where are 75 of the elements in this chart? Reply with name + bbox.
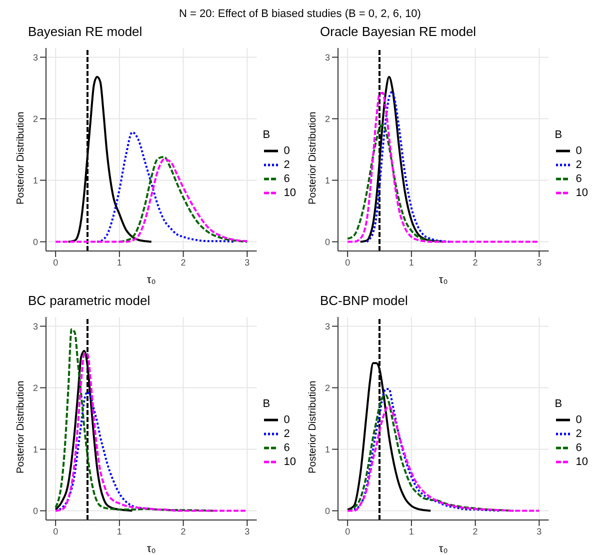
chart-title: BC parametric model: [27, 293, 152, 310]
legend-label: 2: [576, 158, 582, 170]
x-tick-label: 3: [536, 526, 542, 536]
legend-label: 2: [284, 158, 290, 170]
line-series: [54, 158, 248, 243]
y-tick-label: 1: [324, 175, 330, 186]
y-tick-label: 2: [324, 382, 330, 393]
x-tick-label: 2: [472, 526, 478, 536]
y-tick-label: 3: [32, 52, 38, 62]
legend-title: B: [262, 398, 272, 410]
y-tick-label: 0: [32, 236, 38, 247]
text: N = 20: Effect of B biased studies (B = 0, 2, 6, 10): [178, 8, 422, 22]
x-tick-label: 0: [53, 526, 58, 536]
x-tick-label: 1: [116, 257, 122, 268]
y-tick-label: 3: [32, 321, 38, 332]
legend-title: B: [554, 128, 564, 140]
x-tick-label: 2: [472, 257, 478, 268]
x-tick-label: 0: [345, 526, 350, 536]
x-axis-title: τ₀: [146, 274, 156, 286]
y-tick-label: 0: [32, 506, 38, 516]
x-tick-label: 0: [53, 257, 58, 268]
y-tick-label: 2: [324, 114, 330, 124]
x-axis-title: τ₀: [438, 274, 448, 286]
legend-label: 0: [284, 144, 290, 156]
y-tick-label: 1: [32, 444, 38, 454]
line-series: [346, 92, 540, 243]
y-axis-title: Posterior Distribution: [308, 112, 319, 204]
x-tick-label: 1: [116, 526, 122, 536]
y-tick-label: 0: [324, 506, 330, 516]
line-series: [346, 394, 515, 512]
legend-label: 10: [284, 456, 296, 468]
y-tick-label: 0: [324, 236, 330, 247]
x-tick-label: 2: [180, 257, 186, 268]
line-series: [118, 156, 248, 243]
x-tick-label: 3: [244, 257, 250, 268]
legend-label: 0: [284, 414, 290, 426]
legend-label: 6: [284, 172, 290, 184]
line-series: [346, 405, 540, 512]
x-axis-title: τ₀: [146, 543, 156, 555]
legend-title: B: [262, 128, 272, 140]
x-tick-label: 2: [180, 526, 186, 536]
x-axis-title: τ₀: [438, 543, 448, 555]
chart-title: Oracle Bayesian RE model: [319, 24, 478, 41]
y-axis-title: Posterior Distribution: [16, 380, 27, 474]
legend-label: 0: [576, 414, 582, 426]
legend-label: 2: [284, 428, 290, 440]
y-tick-label: 3: [324, 321, 330, 332]
line-series: [346, 124, 444, 243]
y-tick-label: 1: [324, 444, 330, 454]
y-axis-title: Posterior Distribution: [16, 112, 27, 204]
legend-label: 10: [576, 456, 588, 468]
y-tick-label: 2: [32, 114, 38, 124]
x-tick-label: 3: [536, 257, 542, 268]
line-series: [96, 131, 236, 243]
y-tick-label: 1: [32, 175, 38, 186]
x-tick-label: 1: [408, 257, 414, 268]
legend-title: B: [554, 398, 564, 410]
line-series: [352, 388, 502, 512]
y-axis-title: Posterior Distribution: [308, 380, 319, 474]
legend-label: 10: [284, 186, 296, 198]
legend-label: 0: [576, 144, 582, 156]
legend-label: 6: [284, 442, 290, 454]
x-tick-label: 3: [244, 526, 250, 536]
chart-title: Bayesian RE model: [27, 24, 144, 41]
y-tick-label: 3: [324, 52, 330, 62]
line-series: [54, 352, 248, 512]
legend-label: 10: [576, 186, 588, 198]
legend-label: 6: [576, 172, 582, 184]
line-series: [366, 90, 451, 243]
legend-label: 2: [576, 428, 582, 440]
legend-label: 6: [576, 442, 582, 454]
y-tick-label: 2: [32, 382, 38, 393]
chart-title: BC-BNP model: [319, 293, 409, 310]
x-tick-label: 1: [408, 526, 414, 536]
x-tick-label: 0: [345, 257, 350, 268]
